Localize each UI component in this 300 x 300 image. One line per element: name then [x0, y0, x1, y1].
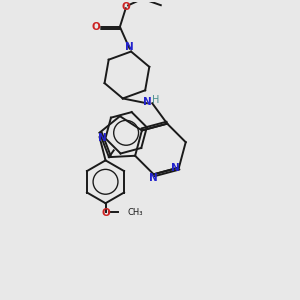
- Text: CH₃: CH₃: [127, 208, 143, 217]
- Text: N: N: [149, 173, 158, 183]
- Text: O: O: [122, 2, 131, 12]
- Text: N: N: [142, 97, 151, 107]
- Text: O: O: [101, 208, 110, 218]
- Text: N: N: [125, 42, 134, 52]
- Text: N: N: [171, 163, 180, 172]
- Text: N: N: [98, 133, 107, 143]
- Text: O: O: [92, 22, 100, 32]
- Text: H: H: [152, 95, 160, 105]
